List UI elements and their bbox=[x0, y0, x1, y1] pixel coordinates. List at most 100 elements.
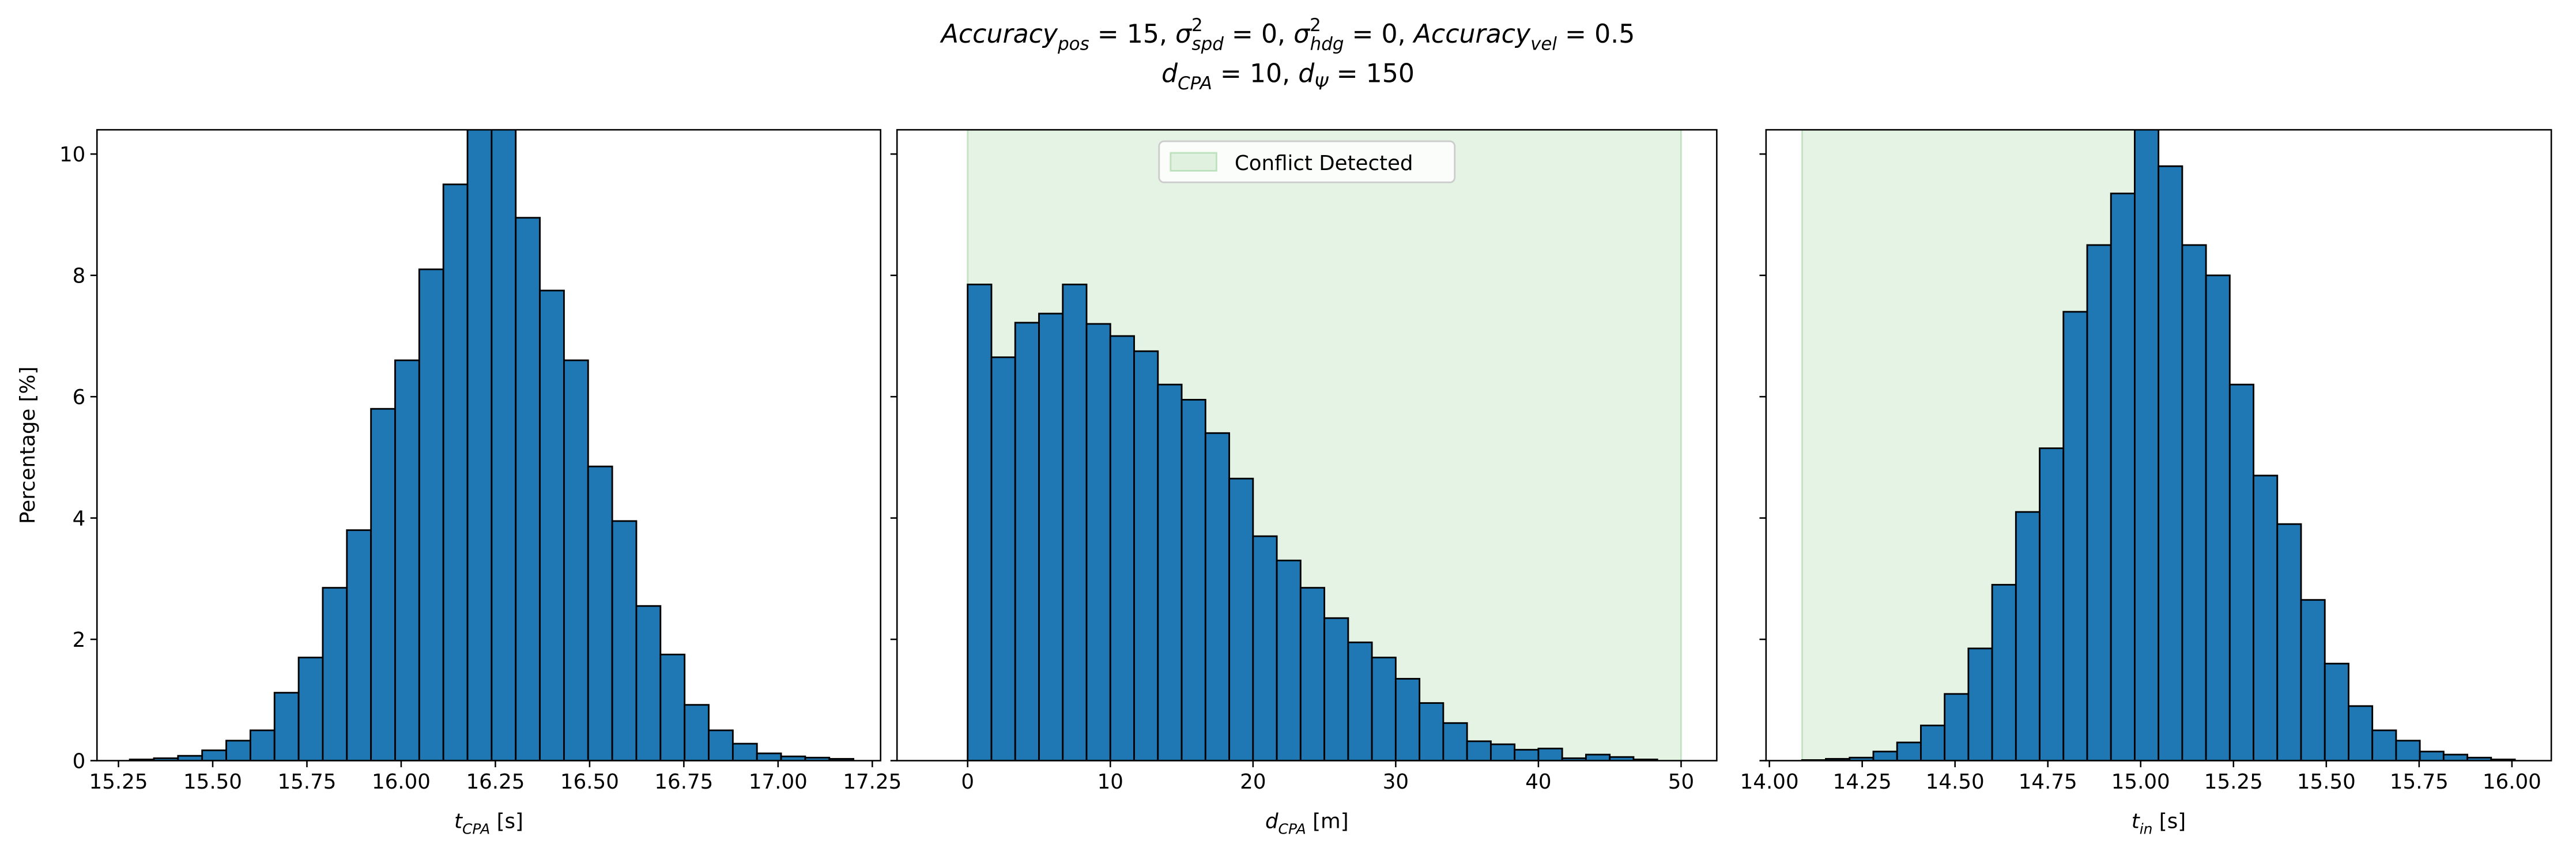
figure-title-sub: spd bbox=[1192, 33, 1224, 54]
histogram-bar bbox=[1371, 657, 1397, 761]
x-tick-label: 14.00 bbox=[1740, 770, 1799, 794]
histogram-bar bbox=[659, 653, 686, 761]
histogram-bar bbox=[491, 130, 517, 761]
figure-title-part: = 10, bbox=[1212, 59, 1298, 88]
histogram-bar bbox=[967, 284, 993, 761]
histogram-bar bbox=[587, 465, 613, 761]
x-axis-label-part: t bbox=[2132, 809, 2141, 833]
histogram-bar bbox=[418, 268, 444, 761]
x-tick-label: 16.25 bbox=[466, 770, 525, 794]
x-axis-label: tin [s] bbox=[2132, 809, 2186, 837]
histogram-bar bbox=[370, 408, 396, 761]
histogram-bar bbox=[2253, 474, 2279, 761]
histogram-bar bbox=[2276, 523, 2302, 761]
histogram-bar bbox=[466, 130, 493, 761]
figure-title-part: = 150 bbox=[1329, 59, 1415, 88]
legend-box bbox=[1158, 140, 1456, 183]
histogram-bar bbox=[442, 183, 469, 761]
histogram-bar bbox=[249, 729, 276, 761]
histogram-bar bbox=[1133, 350, 1159, 761]
axes-frame bbox=[896, 129, 1718, 761]
x-tick-label: 15.50 bbox=[2297, 770, 2356, 794]
x-tick-label: 14.50 bbox=[1926, 770, 1985, 794]
figure-title-sub: Ψ bbox=[1314, 73, 1329, 94]
histogram-bar bbox=[2039, 447, 2065, 761]
x-tick-label: 16.00 bbox=[2483, 770, 2541, 794]
figure-title-part: = 0, bbox=[1344, 20, 1413, 49]
figure-title-sub: CPA bbox=[1178, 73, 1212, 94]
histogram-bar bbox=[1228, 477, 1254, 761]
x-axis-label-sub: in bbox=[2140, 820, 2153, 837]
x-tick-label: 17.25 bbox=[843, 770, 902, 794]
x-tick-label: 10 bbox=[1097, 770, 1123, 794]
histogram-bar bbox=[635, 605, 662, 761]
x-axis-label-part: d bbox=[1265, 809, 1278, 833]
y-tick-label: 6 bbox=[73, 386, 86, 409]
histogram-bar bbox=[2395, 740, 2421, 761]
x-axis-label-sub: CPA bbox=[462, 820, 490, 837]
histogram-bar bbox=[201, 749, 227, 761]
figure-title-part: = 15, bbox=[1089, 20, 1175, 49]
y-tick-label: 8 bbox=[73, 265, 86, 288]
figure-title: Accuracypos = 15, σ2 spd = 0, σ2 hdg = 0, … bbox=[940, 15, 1635, 54]
x-tick-label: 14.75 bbox=[2019, 770, 2077, 794]
histogram-bar bbox=[2086, 244, 2112, 761]
x-axis-label-part: [s] bbox=[490, 809, 523, 833]
histogram-bar bbox=[731, 742, 758, 761]
figure-title-sup: 2 bbox=[1191, 15, 1203, 36]
histogram-bar bbox=[1157, 383, 1183, 761]
histogram-bar bbox=[2442, 753, 2468, 761]
x-tick-label: 15.75 bbox=[2390, 770, 2449, 794]
x-tick-label: 15.25 bbox=[89, 770, 148, 794]
x-tick-label: 15.00 bbox=[2111, 770, 2170, 794]
histogram-bar bbox=[1276, 559, 1302, 761]
x-tick-label: 30 bbox=[1383, 770, 1409, 794]
histogram-bar bbox=[1920, 725, 1946, 761]
x-axis-label-part: [m] bbox=[1306, 809, 1349, 833]
axes-frame bbox=[96, 129, 881, 761]
x-tick-label: 15.25 bbox=[2204, 770, 2263, 794]
histogram-bar bbox=[346, 529, 372, 761]
figure-title-part: σ bbox=[1175, 20, 1193, 49]
x-tick-label: 20 bbox=[1240, 770, 1266, 794]
figure-title-part: Accuracy bbox=[1412, 20, 1531, 49]
histogram-bar bbox=[1489, 743, 1516, 761]
histogram-bar bbox=[1419, 702, 1444, 761]
figure-title-sub: vel bbox=[1530, 33, 1557, 54]
legend-label: Conflict Detected bbox=[1235, 152, 1413, 175]
histogram-bar bbox=[1585, 753, 1611, 761]
histogram-bar bbox=[297, 657, 324, 761]
histogram-bar bbox=[1967, 647, 1993, 761]
figure-title-part: d bbox=[1298, 59, 1315, 88]
x-axis-label-part: t bbox=[454, 809, 463, 833]
histogram-bar bbox=[539, 289, 565, 761]
histogram-bar bbox=[1466, 740, 1492, 761]
axes-frame bbox=[1765, 129, 2552, 761]
figure-title-part: = 0.5 bbox=[1557, 20, 1635, 49]
histogram-bar bbox=[1204, 432, 1230, 761]
x-tick-label: 17.00 bbox=[749, 770, 808, 794]
histogram-bar bbox=[2062, 311, 2088, 761]
histogram-bar bbox=[1180, 398, 1206, 761]
x-tick-label: 16.50 bbox=[560, 770, 619, 794]
y-tick-label: 4 bbox=[73, 507, 86, 530]
x-axis-label-sub: CPA bbox=[1278, 820, 1306, 837]
histogram-bar bbox=[1347, 641, 1373, 761]
x-tick-label: 50 bbox=[1668, 770, 1694, 794]
histogram-bar bbox=[2348, 705, 2374, 761]
figure-title-part: Accuracy bbox=[940, 20, 1058, 49]
figure-title-sub: hdg bbox=[1310, 33, 1344, 54]
x-tick-label: 16.00 bbox=[372, 770, 431, 794]
y-axis-label: Percentage [%] bbox=[16, 367, 40, 524]
histogram-bar bbox=[322, 587, 348, 761]
y-tick-label: 2 bbox=[73, 628, 86, 652]
x-tick-label: 0 bbox=[961, 770, 974, 794]
histogram-bar bbox=[1944, 693, 1970, 761]
x-axis-label: tCPA [s] bbox=[454, 809, 523, 837]
histogram-bar bbox=[563, 359, 589, 761]
histogram-bar bbox=[1442, 722, 1468, 761]
histogram-bar bbox=[2371, 729, 2397, 761]
figure-title-part: σ bbox=[1293, 20, 1311, 49]
x-tick-label: 14.25 bbox=[1833, 770, 1892, 794]
